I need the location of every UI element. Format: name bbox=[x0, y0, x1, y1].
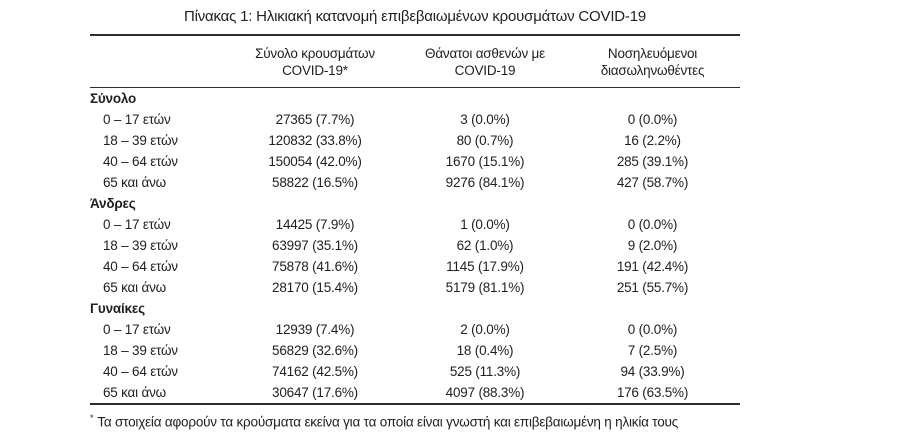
header-row: Σύνολο κρουσμάτων COVID-19* Θάνατοι ασθε… bbox=[90, 35, 740, 88]
table-row: 18 – 39 ετών 120832 (33.8%) 80 (0.7%) 16… bbox=[90, 130, 740, 151]
row-label: 40 – 64 ετών bbox=[103, 364, 178, 379]
table-section: Πίνακας 1: Ηλικιακή κατανομή επιβεβαιωμέ… bbox=[90, 0, 740, 431]
cases-cell: 75878 (41.6%) bbox=[272, 259, 358, 274]
cases-cell: 28170 (15.4%) bbox=[272, 280, 358, 295]
section-label: Σύνολο bbox=[90, 91, 137, 106]
intubated-cell: 7 (2.5%) bbox=[627, 343, 678, 358]
cases-cell: 63997 (35.1%) bbox=[272, 238, 358, 253]
deaths-cell: 5179 (81.1%) bbox=[445, 280, 525, 295]
header-intubated-line1: Νοσηλευόμενοι bbox=[607, 46, 698, 61]
header-deaths-line2: COVID-19 bbox=[454, 63, 516, 78]
cases-cell: 150054 (42.0%) bbox=[268, 154, 362, 169]
intubated-cell: 176 (63.5%) bbox=[616, 385, 689, 400]
section-row-total: Σύνολο bbox=[90, 88, 740, 110]
intubated-cell: 427 (58.7%) bbox=[616, 175, 689, 190]
covid-age-distribution-table: Σύνολο κρουσμάτων COVID-19* Θάνατοι ασθε… bbox=[90, 34, 740, 405]
cases-cell: 120832 (33.8%) bbox=[268, 133, 362, 148]
deaths-cell: 525 (11.3%) bbox=[449, 364, 521, 379]
header-intubated: Νοσηλευόμενοι διασωληνωθέντες bbox=[565, 35, 740, 88]
footnote-text: Τα στοιχεία αφορούν τα κρούσματα εκείνα … bbox=[97, 414, 679, 430]
cases-cell: 27365 (7.7%) bbox=[275, 112, 355, 127]
section-row-women: Γυναίκες bbox=[90, 298, 740, 319]
deaths-cell: 1145 (17.9%) bbox=[446, 259, 524, 274]
header-cases-line1: Σύνολο κρουσμάτων bbox=[255, 46, 375, 61]
intubated-cell: 191 (42.4%) bbox=[616, 259, 689, 274]
intubated-cell: 94 (33.9%) bbox=[620, 364, 685, 379]
table-row: 0 – 17 ετών 14425 (7.9%) 1 (0.0%) 0 (0.0… bbox=[90, 214, 740, 235]
table-row: 0 – 17 ετών 27365 (7.7%) 3 (0.0%) 0 (0.0… bbox=[90, 109, 740, 130]
row-label: 0 – 17 ετών bbox=[103, 112, 171, 127]
cases-cell: 12939 (7.4%) bbox=[275, 322, 355, 337]
row-label: 65 και άνω bbox=[103, 175, 167, 190]
table-row: 40 – 64 ετών 74162 (42.5%) 525 (11.3%) 9… bbox=[90, 361, 740, 382]
table-row: 65 και άνω 30647 (17.6%) 4097 (88.3%) 17… bbox=[90, 382, 740, 404]
deaths-cell: 62 (1.0%) bbox=[456, 238, 514, 253]
row-label: 18 – 39 ετών bbox=[103, 343, 178, 358]
cases-cell: 14425 (7.9%) bbox=[275, 217, 355, 232]
row-label: 65 και άνω bbox=[103, 385, 167, 400]
deaths-cell: 3 (0.0%) bbox=[460, 112, 510, 127]
table-row: 65 και άνω 58822 (16.5%) 9276 (84.1%) 42… bbox=[90, 172, 740, 193]
intubated-cell: 251 (55.7%) bbox=[616, 280, 689, 295]
table-row: 18 – 39 ετών 63997 (35.1%) 62 (1.0%) 9 (… bbox=[90, 235, 740, 256]
deaths-cell: 9276 (84.1%) bbox=[445, 175, 525, 190]
deaths-cell: 1670 (15.1%) bbox=[445, 154, 525, 169]
header-cases-line2: COVID-19* bbox=[282, 63, 348, 78]
deaths-cell: 80 (0.7%) bbox=[456, 133, 514, 148]
header-cases: Σύνολο κρουσμάτων COVID-19* bbox=[225, 35, 405, 88]
header-deaths-line1: Θάνατοι ασθενών με bbox=[425, 46, 545, 61]
cases-cell: 74162 (42.5%) bbox=[272, 364, 358, 379]
footnote-marker: * bbox=[90, 413, 94, 423]
deaths-cell: 1 (0.0%) bbox=[460, 217, 510, 232]
row-label: 0 – 17 ετών bbox=[103, 217, 171, 232]
deaths-cell: 2 (0.0%) bbox=[460, 322, 510, 337]
header-intubated-line2: διασωληνωθέντες bbox=[600, 63, 705, 78]
table-header: Σύνολο κρουσμάτων COVID-19* Θάνατοι ασθε… bbox=[90, 35, 740, 88]
table-row: 65 και άνω 28170 (15.4%) 5179 (81.1%) 25… bbox=[90, 277, 740, 298]
table-row: 0 – 17 ετών 12939 (7.4%) 2 (0.0%) 0 (0.0… bbox=[90, 319, 740, 340]
intubated-cell: 285 (39.1%) bbox=[616, 154, 689, 169]
row-label: 65 και άνω bbox=[103, 280, 167, 295]
table-footnote: * Τα στοιχεία αφορούν τα κρούσματα εκείνα… bbox=[90, 410, 740, 431]
header-deaths: Θάνατοι ασθενών με COVID-19 bbox=[405, 35, 565, 88]
intubated-cell: 0 (0.0%) bbox=[627, 322, 678, 337]
row-label: 18 – 39 ετών bbox=[103, 133, 178, 148]
table-row: 18 – 39 ετών 56829 (32.6%) 18 (0.4%) 7 (… bbox=[90, 340, 740, 361]
section-row-men: Άνδρες bbox=[90, 193, 740, 214]
header-empty-cell bbox=[90, 35, 225, 88]
cases-cell: 56829 (32.6%) bbox=[272, 343, 358, 358]
table-row: 40 – 64 ετών 75878 (41.6%) 1145 (17.9%) … bbox=[90, 256, 740, 277]
row-label: 40 – 64 ετών bbox=[103, 259, 178, 274]
row-label: 40 – 64 ετών bbox=[103, 154, 178, 169]
deaths-cell: 18 (0.4%) bbox=[456, 343, 514, 358]
intubated-cell: 16 (2.2%) bbox=[624, 133, 681, 148]
table-title: Πίνακας 1: Ηλικιακή κατανομή επιβεβαιωμέ… bbox=[183, 8, 646, 25]
row-label: 0 – 17 ετών bbox=[103, 322, 171, 337]
table-body: Σύνολο 0 – 17 ετών 27365 (7.7%) 3 (0.0%)… bbox=[90, 88, 740, 405]
section-label: Γυναίκες bbox=[90, 301, 145, 316]
intubated-cell: 0 (0.0%) bbox=[627, 217, 678, 232]
table-row: 40 – 64 ετών 150054 (42.0%) 1670 (15.1%)… bbox=[90, 151, 740, 172]
intubated-cell: 0 (0.0%) bbox=[627, 112, 678, 127]
intubated-cell: 9 (2.0%) bbox=[627, 238, 678, 253]
cases-cell: 58822 (16.5%) bbox=[272, 175, 358, 190]
section-label: Άνδρες bbox=[90, 196, 136, 211]
deaths-cell: 4097 (88.3%) bbox=[445, 385, 525, 400]
row-label: 18 – 39 ετών bbox=[103, 238, 178, 253]
cases-cell: 30647 (17.6%) bbox=[272, 385, 358, 400]
